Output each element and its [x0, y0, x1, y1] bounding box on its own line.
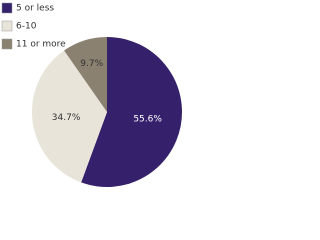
legend-swatch [1, 20, 13, 32]
pie-slice [31, 50, 108, 183]
value-label: 9.7% [80, 59, 103, 69]
pie-slice [81, 37, 182, 187]
value-label: 55.6% [133, 115, 162, 125]
pie-slice [64, 37, 107, 112]
chart: 55.6% 34.7% 9.7% 5 or less 6-10 11 or more [1, 2, 182, 187]
legend-swatch [1, 38, 13, 50]
legend-label: 11 or more [16, 40, 66, 50]
legend-label: 5 or less [16, 4, 54, 14]
legend-swatch [1, 2, 13, 14]
legend-label: 6-10 [16, 22, 37, 32]
page: {"chart_data": {"type": "pie", "categori… [1, 2, 182, 187]
value-label: 34.7% [52, 113, 81, 123]
